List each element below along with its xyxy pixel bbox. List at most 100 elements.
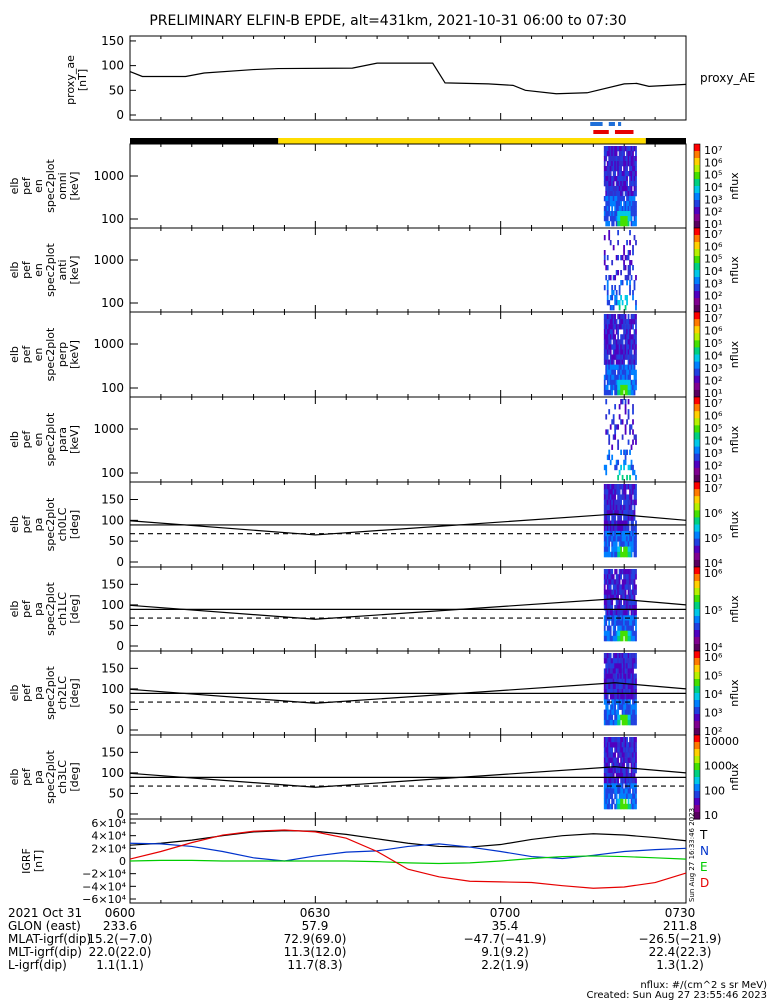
spec-cell <box>615 599 618 606</box>
spec-cell <box>618 747 621 753</box>
spec-cell <box>606 295 609 301</box>
spec-cell <box>611 798 614 805</box>
spec-cell <box>633 747 636 753</box>
spec-cell <box>627 389 630 396</box>
spec-cell <box>624 374 627 381</box>
spec-cell <box>605 211 608 217</box>
spec-cell <box>609 569 612 575</box>
spec-cell <box>626 379 628 386</box>
spec-cell <box>627 379 630 386</box>
spec-cell <box>618 374 621 381</box>
spec-cell <box>624 635 627 642</box>
spec-cell <box>633 694 636 700</box>
spec-cell <box>626 275 628 281</box>
spec-cell <box>617 752 620 758</box>
spec-cell <box>620 324 622 330</box>
spec-cell <box>617 424 620 430</box>
spec-cell <box>623 260 625 266</box>
spec-cell <box>614 783 617 789</box>
spec-cell <box>624 653 627 659</box>
spec-cell <box>623 536 625 542</box>
spec-cell <box>608 221 611 227</box>
spec-cell <box>620 520 622 527</box>
colorbar-cell <box>694 784 700 792</box>
spec-cell <box>633 339 636 345</box>
colorbar-cell <box>694 700 700 708</box>
spec-cell <box>624 206 627 212</box>
spec-cell <box>615 653 618 659</box>
spec-cell <box>620 551 622 558</box>
spec-cell <box>606 520 609 527</box>
spec-cell <box>608 709 611 716</box>
spec-cell <box>615 339 618 345</box>
spec-cell <box>626 653 628 659</box>
spec-cell <box>603 196 606 202</box>
spec-cell <box>621 156 624 162</box>
spec-cell <box>606 689 609 695</box>
spec-cell <box>624 704 627 710</box>
colorbar-cell <box>694 151 700 159</box>
footer-value: 11.3(12.0) <box>284 945 347 959</box>
spec-cell <box>633 280 636 286</box>
colorbar-cell <box>694 616 700 624</box>
spec-cell <box>635 683 637 690</box>
spec-cell <box>629 530 631 537</box>
spec-cell <box>603 235 606 241</box>
spec-cell <box>603 250 606 256</box>
pa-ylabel-line: [deg] <box>68 762 81 791</box>
spec-cell <box>624 773 627 779</box>
spec-cell <box>611 569 614 575</box>
spec-cell <box>626 658 628 664</box>
spec-cell <box>605 742 608 748</box>
spec-cell <box>618 305 621 311</box>
spec-cell <box>630 625 633 632</box>
spec-cell <box>608 151 611 157</box>
spec-cell <box>618 773 621 779</box>
spec-cell <box>605 788 608 794</box>
spec-cell <box>626 630 628 637</box>
spec-cell <box>630 364 633 370</box>
spec-cell <box>609 344 612 350</box>
spec-cell <box>614 778 617 784</box>
spec-cell <box>618 359 621 365</box>
spec-ylabel-line: elb <box>8 178 21 195</box>
spec-cell <box>633 579 636 585</box>
spec-cell <box>603 389 606 396</box>
spec-cell <box>618 541 621 547</box>
spec-cell <box>626 474 628 481</box>
spec-cell <box>606 359 609 365</box>
spec-cell <box>606 762 609 769</box>
spec-cell <box>632 798 634 805</box>
spec-cell <box>609 384 612 391</box>
spec-cell <box>614 334 617 340</box>
spec-cell <box>612 275 615 281</box>
spec-cell <box>614 171 617 177</box>
spec-cell <box>608 146 611 152</box>
spec-cell <box>603 546 606 553</box>
spec-cell <box>606 541 609 547</box>
spec-cell <box>617 384 620 391</box>
spec-cell <box>630 678 633 685</box>
spec-cell <box>627 525 630 532</box>
spec-cell <box>626 419 628 425</box>
spec-cell <box>615 525 618 532</box>
spec-cell <box>624 295 627 301</box>
spec-cell <box>608 510 611 516</box>
spec-cell <box>626 719 628 726</box>
spec-cell <box>603 166 606 172</box>
spec-cell <box>626 752 628 758</box>
spec-cell <box>606 349 609 355</box>
pa-ytick-label: 50 <box>109 702 124 716</box>
spec-cell <box>626 369 628 376</box>
spec-cell <box>623 762 625 769</box>
spec-cell <box>635 793 637 800</box>
spec-cell <box>629 429 631 435</box>
spec-cell <box>617 489 620 495</box>
spec-cell <box>623 499 625 506</box>
colorbar-cell <box>694 510 700 519</box>
spec-cell <box>606 515 609 521</box>
spec-cell <box>612 709 615 716</box>
spec-cell <box>603 762 606 769</box>
spec-cell <box>603 384 606 391</box>
spec-cell <box>603 171 606 177</box>
